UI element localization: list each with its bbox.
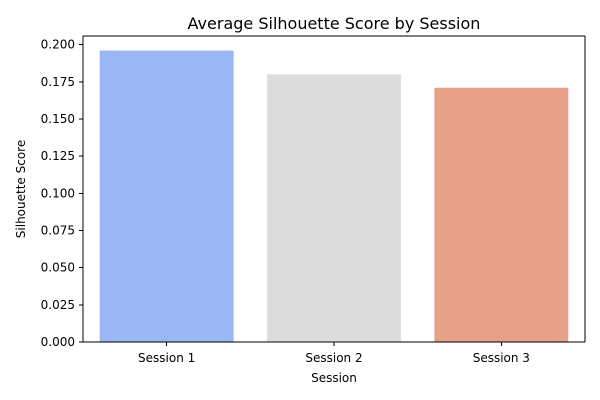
x-tick-label: Session 1 <box>138 351 195 365</box>
y-axis-ticks: 0.000 0.025 0.050 0.075 0.100 0.125 0.150 0.175… <box>41 38 83 349</box>
bar-session-1 <box>99 50 234 342</box>
y-tick-label: 0.050 <box>41 261 75 275</box>
y-tick-label: 0.175 <box>41 75 75 89</box>
x-tick-label: Session 2 <box>305 351 362 365</box>
bars-layer <box>99 50 569 343</box>
y-tick-label: 0.125 <box>41 149 75 163</box>
x-axis-title: Session <box>311 371 357 385</box>
y-tick-label: 0.200 <box>41 38 75 52</box>
y-tick-label: 0.150 <box>41 112 75 126</box>
y-tick-label: 0.075 <box>41 223 75 237</box>
x-axis-ticks: Session 1 Session 2 Session 3 <box>138 342 530 365</box>
y-tick-label: 0.025 <box>41 298 75 312</box>
y-tick-label: 0.000 <box>41 335 75 349</box>
plot-area: 0.000 0.025 0.050 0.075 0.100 0.125 0.150 0.175… <box>41 35 586 365</box>
y-axis-title: Silhouette Score <box>14 140 28 238</box>
bar-session-3 <box>434 87 569 342</box>
x-tick-label: Session 3 <box>473 351 530 365</box>
chart-title: Average Silhouette Score by Session <box>188 14 481 33</box>
y-tick-label: 0.100 <box>41 186 75 200</box>
bar-session-2 <box>267 74 401 343</box>
